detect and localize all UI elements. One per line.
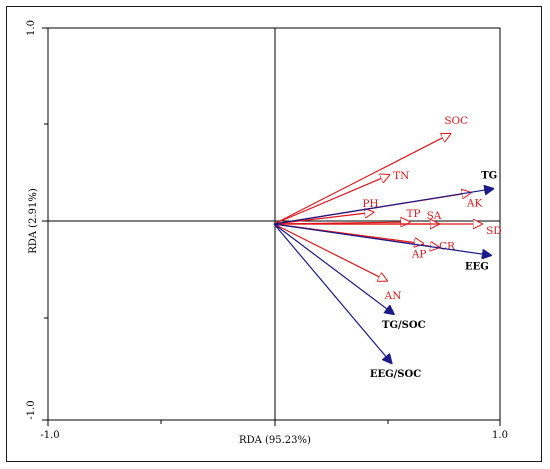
y-tick-label-min: -1.0 bbox=[26, 400, 37, 419]
vector-label-sd: SD bbox=[486, 225, 502, 237]
figure-frame bbox=[6, 6, 542, 462]
vector-arrow-tg bbox=[273, 189, 493, 225]
vector-label-ak: AK bbox=[466, 198, 483, 210]
vector-arrow-eeg-soc bbox=[273, 223, 392, 363]
vector-arrow-tn bbox=[273, 175, 389, 225]
vector-label-sa: SA bbox=[427, 210, 442, 222]
vector-arrow-soc bbox=[273, 134, 450, 225]
vector-label-soc: SOC bbox=[444, 115, 468, 127]
vector-label-tp: TP bbox=[407, 208, 421, 220]
vector-label-tg: TG bbox=[481, 171, 497, 182]
plot-area-border bbox=[47, 27, 501, 421]
vector-arrow-ph bbox=[273, 212, 373, 225]
y-axis-title: RDA (2.91%) bbox=[28, 188, 39, 254]
y-axis-ticks bbox=[42, 27, 48, 421]
vector-arrow-tg-soc bbox=[273, 223, 394, 314]
vector-arrow-an bbox=[273, 223, 387, 281]
y-tick-label-max: 1.0 bbox=[26, 20, 37, 36]
x-tick-label-min: -1.0 bbox=[40, 430, 59, 441]
vector-label-tg-soc: TG/SOC bbox=[382, 320, 426, 331]
vector-label-ap: AP bbox=[411, 249, 427, 261]
x-axis-ticks bbox=[47, 420, 501, 426]
vector-arrow-eeg bbox=[273, 223, 491, 255]
vector-label-cr: CR bbox=[439, 241, 456, 253]
vector-label-eeg-soc: EEG/SOC bbox=[370, 369, 421, 380]
x-axis-title: RDA (95.23%) bbox=[239, 435, 311, 446]
vector-label-an: AN bbox=[384, 290, 402, 302]
vector-label-eeg: EEG bbox=[465, 261, 489, 272]
vector-label-tn: TN bbox=[393, 170, 409, 182]
x-tick-label-max: 1.0 bbox=[492, 430, 508, 441]
